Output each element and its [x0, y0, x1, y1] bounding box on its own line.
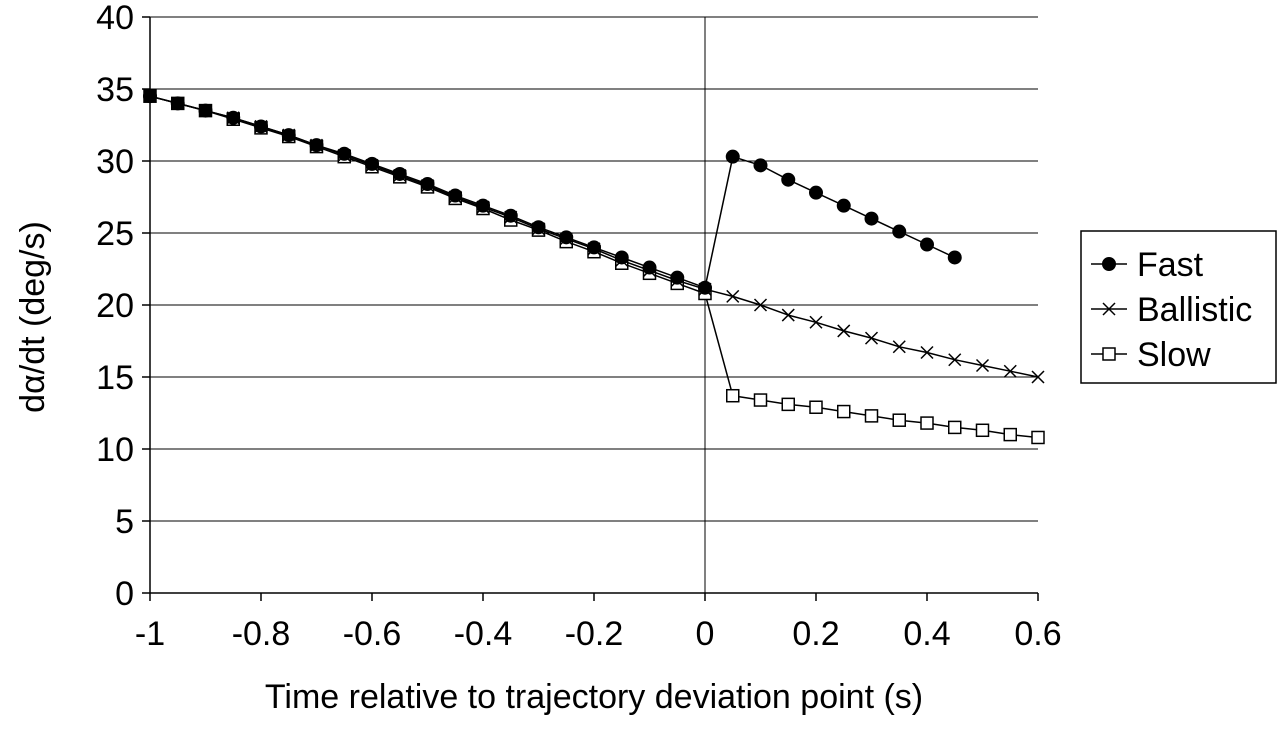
point-fast-13 [503, 208, 518, 223]
y-tick-label-5: 25 [96, 215, 134, 253]
x-axis-title: Time relative to trajectory deviation po… [265, 678, 923, 716]
series-line-fast [149, 95, 956, 289]
point-slow-31 [1003, 427, 1017, 442]
point-fast-21 [725, 149, 740, 164]
point-fast-8 [365, 156, 379, 171]
point-ballistic-23 [781, 308, 795, 322]
point-slow-30 [975, 423, 990, 438]
point-fast-9 [392, 166, 407, 181]
point-ballistic-32 [1031, 370, 1045, 384]
point-fast-1 [170, 96, 185, 111]
legend-item-fast: Fast [1091, 246, 1204, 284]
point-ballistic-29 [948, 353, 962, 367]
point-fast-4 [254, 119, 268, 134]
point-slow-28 [920, 416, 934, 430]
legend-label-fast: Fast [1137, 246, 1204, 284]
legend-marker-slow [1102, 347, 1116, 361]
point-fast-7 [337, 146, 352, 161]
point-slow-25 [837, 404, 851, 419]
point-ballistic-21 [726, 289, 740, 303]
series-line-slow [149, 95, 1039, 439]
point-fast-17 [614, 250, 629, 265]
y-tick-label-3: 15 [96, 359, 134, 397]
legend-label-slow: Slow [1137, 336, 1211, 374]
legend-marker-ballistic [1102, 302, 1116, 316]
x-tick-label-3: -0.4 [454, 615, 513, 653]
point-fast-18 [642, 260, 657, 275]
tick-labels: -1 -0.8 -0.6 -0.4 -0.2 0 0.2 0.4 0.6 0 5 10 15 20 25 30… [96, 0, 1061, 653]
point-fast-11 [448, 188, 463, 203]
point-slow-27 [892, 413, 906, 427]
legend-item-slow: Slow [1091, 336, 1211, 374]
point-slow-23 [781, 397, 795, 412]
legend-item-ballistic: Ballistic [1091, 291, 1252, 329]
point-fast-0 [143, 89, 157, 104]
point-fast-10 [420, 177, 435, 192]
point-ballistic-31 [1003, 364, 1017, 378]
point-fast-28 [920, 237, 934, 252]
y-axis-title: dα/dt (deg/s) [14, 221, 52, 413]
x-tick-label-7: 0.4 [903, 615, 950, 653]
point-fast-6 [309, 138, 324, 153]
point-ballistic-22 [753, 298, 768, 312]
point-ballistic-27 [892, 340, 906, 354]
x-tick-label-0: -1 [135, 615, 165, 653]
x-tick-label-8: 0.6 [1014, 615, 1061, 653]
point-fast-5 [281, 128, 296, 143]
y-tick-label-4: 20 [96, 287, 134, 325]
x-tick-label-4: -0.2 [565, 615, 624, 653]
x-tick-label-1: -0.8 [232, 615, 291, 653]
point-fast-20 [698, 280, 712, 295]
point-fast-27 [892, 224, 907, 239]
x-tick-label-5: 0 [696, 615, 715, 653]
point-ballistic-28 [920, 345, 934, 360]
point-slow-26 [864, 409, 879, 423]
point-fast-12 [476, 198, 490, 213]
point-fast-29 [947, 250, 962, 265]
series-layer [143, 89, 1045, 445]
point-fast-26 [864, 211, 879, 226]
x-tick-label-6: 0.2 [792, 615, 839, 653]
x-tick-label-2: -0.6 [343, 615, 402, 653]
point-fast-2 [198, 103, 213, 118]
point-slow-24 [809, 400, 823, 414]
legend: Fast Ballistic Slow [1080, 230, 1277, 384]
legend-label-ballistic: Ballistic [1137, 291, 1252, 329]
point-fast-23 [781, 172, 796, 187]
y-tick-label-6: 30 [96, 143, 134, 181]
y-tick-label-1: 5 [115, 503, 134, 541]
point-fast-16 [587, 240, 601, 255]
point-fast-15 [559, 230, 574, 245]
point-fast-24 [809, 185, 823, 200]
axes [142, 16, 1039, 601]
point-fast-14 [531, 220, 546, 235]
y-tick-label-0: 0 [115, 575, 134, 613]
legend-marker-fast [1102, 257, 1116, 271]
point-fast-22 [753, 158, 768, 173]
point-ballistic-26 [864, 331, 879, 345]
point-ballistic-24 [809, 315, 823, 329]
point-slow-29 [948, 420, 962, 435]
point-ballistic-30 [975, 358, 990, 373]
series-fast [143, 89, 962, 295]
point-ballistic-25 [837, 324, 851, 338]
y-tick-label-7: 35 [96, 71, 134, 109]
series-slow [143, 89, 1045, 445]
grid-lines [150, 16, 1038, 522]
y-tick-label-8: 40 [96, 0, 134, 37]
point-fast-25 [836, 198, 851, 213]
point-slow-32 [1031, 430, 1045, 445]
y-tick-label-2: 10 [96, 431, 134, 469]
point-fast-3 [226, 110, 241, 125]
point-fast-19 [670, 270, 685, 285]
point-slow-21 [726, 388, 740, 403]
point-slow-22 [753, 393, 768, 407]
